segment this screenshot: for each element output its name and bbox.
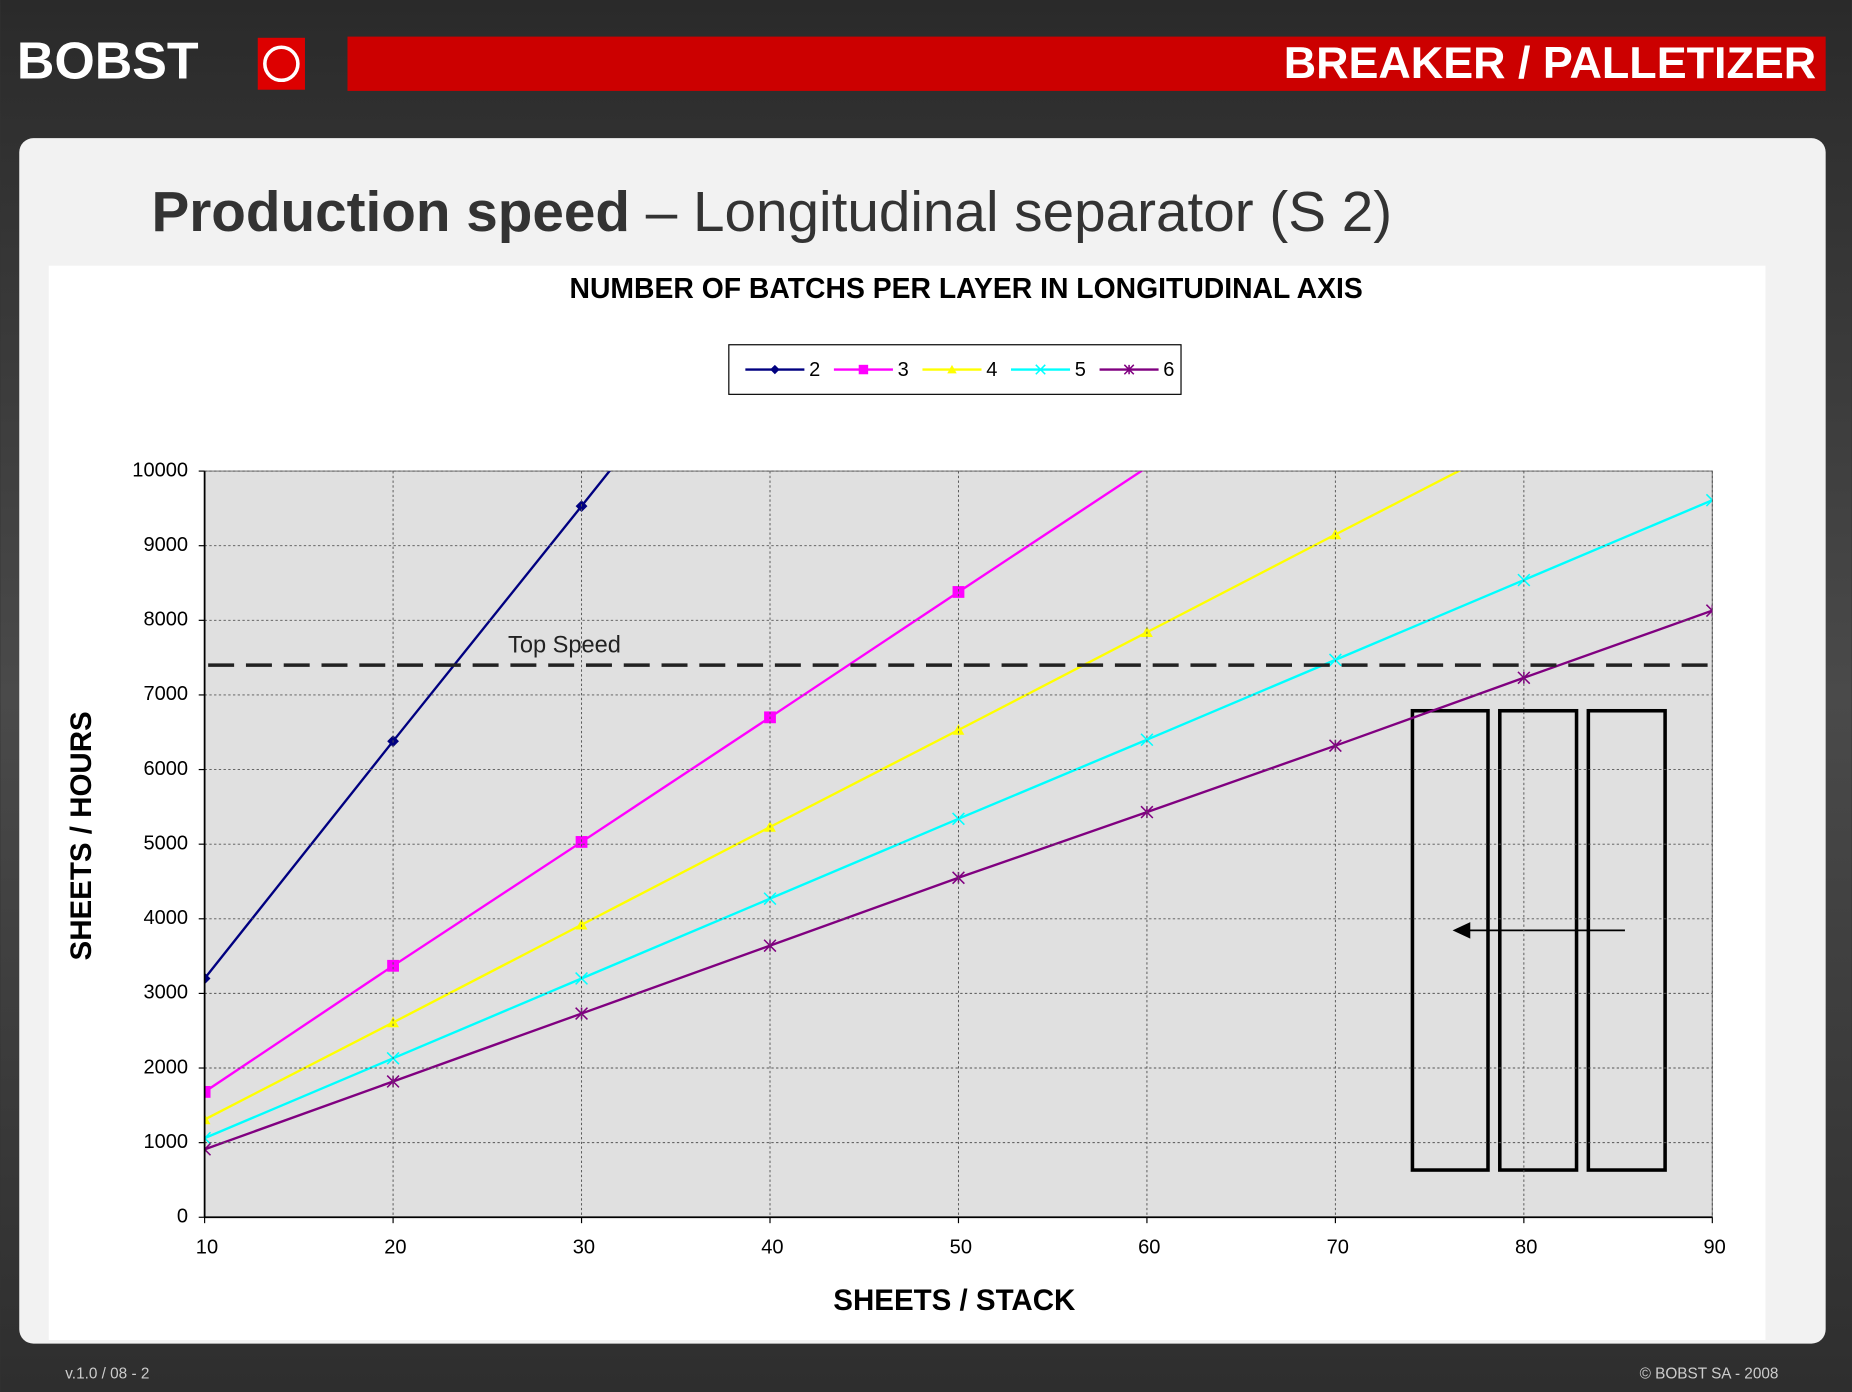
marker [204,1131,212,1145]
batch-box [1498,708,1579,1172]
x-tick-label: 40 [761,1236,783,1258]
marker [1123,364,1135,375]
x-tick-label: 90 [1704,1236,1726,1258]
marker [1035,364,1046,375]
series-line [204,471,611,980]
marker [1705,493,1713,507]
marker [770,364,780,375]
x-tick-label: 70 [1327,1236,1349,1258]
y-tick-label: 5000 [143,832,188,854]
marker [387,1016,399,1028]
y-tick-label: 8000 [143,609,188,631]
y-tick-label: 10000 [132,459,188,481]
marker [952,586,965,598]
y-tick-label: 4000 [143,907,188,929]
x-tick-label: 30 [573,1236,595,1258]
x-tick-label: 10 [196,1236,218,1258]
marker [387,959,399,972]
batch-box [1410,708,1490,1172]
marker [763,892,777,906]
marker [947,364,957,374]
series-line [204,471,1144,1093]
marker [204,972,211,985]
logo-emblem [263,45,300,83]
marker [204,1113,211,1125]
y-axis-label: SHEETS / HOURS [65,711,98,960]
marker [952,724,965,735]
y-tick-label: 2000 [143,1056,188,1078]
annotation: Top Speed [508,632,621,658]
batch-box [1586,708,1667,1172]
y-tick-label: 7000 [143,683,188,705]
x-tick-label: 50 [950,1236,972,1258]
slide-title-rest: – Longitudinal separator (S 2) [646,181,1392,244]
y-tick-label: 9000 [143,534,188,556]
x-tick-label: 20 [384,1236,406,1258]
marker [858,364,869,375]
marker [1705,604,1713,618]
batch-diagram [1410,708,1667,1172]
legend-label: 6 [1163,359,1174,381]
arrow-head [1452,922,1471,939]
x-axis-label: SHEETS / STACK [833,1284,1076,1317]
y-tick-label: 0 [177,1206,188,1228]
legend-label: 5 [1075,359,1086,381]
marker [204,1086,211,1098]
legend-label: 4 [986,359,997,381]
y-tick-label: 3000 [143,982,188,1004]
chart-title: NUMBER OF BATCHS PER LAYER IN LONGITUDIN… [570,273,1363,305]
marker [575,836,588,848]
marker [575,918,588,930]
footer-left: v.1.0 / 08 - 2 [65,1365,149,1382]
header-title: BREAKER / PALLETIZER [1284,37,1817,88]
y-tick-label: 1000 [143,1131,188,1153]
x-tick-label: 80 [1515,1236,1537,1258]
y-tick-label: 6000 [143,758,188,780]
marker [1328,653,1342,667]
marker [952,812,965,826]
logo: BOBST [17,33,199,91]
marker [204,1142,212,1156]
slide-title-bold: Production speed [151,181,629,244]
header-bar [347,36,1826,91]
slide-title: Production speed – Longitudinal separato… [151,181,1392,244]
footer-right: © BOBST SA - 2008 [1640,1365,1779,1382]
x-tick-label: 60 [1138,1236,1160,1258]
marker [1140,733,1154,747]
legend-label: 2 [809,359,820,381]
legend-label: 3 [898,359,909,381]
marker [1517,671,1531,685]
series-line [204,471,1462,1121]
